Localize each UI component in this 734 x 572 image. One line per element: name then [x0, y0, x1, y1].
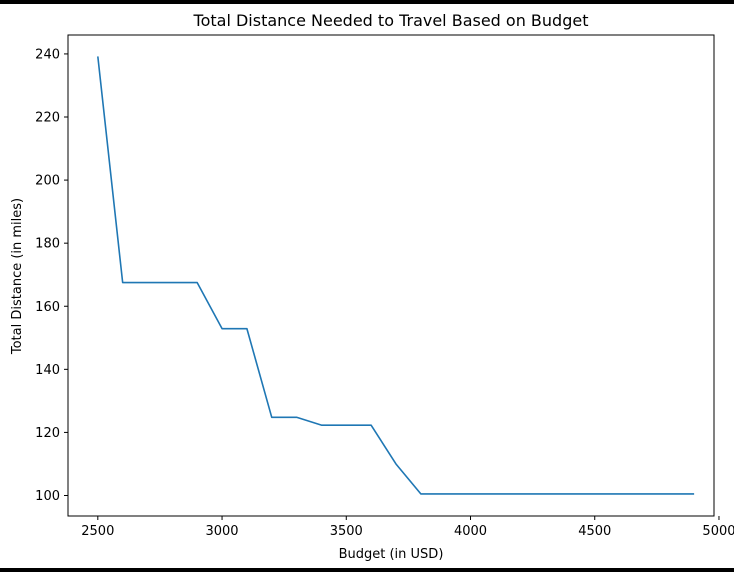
- series-layer: [97, 56, 695, 495]
- y-tick-label: 120: [35, 426, 60, 441]
- x-tick-label: 4000: [454, 524, 487, 539]
- y-axis: 100 120 140 160 180 200 220 240: [35, 47, 68, 504]
- x-tick-label: 5000: [702, 524, 734, 539]
- x-tick-label: 3500: [330, 524, 363, 539]
- plot-area: [67, 34, 715, 517]
- x-axis: 2500 3000 3500 4000 4500 5000: [81, 516, 734, 539]
- y-tick-label: 200: [35, 174, 60, 189]
- x-tick-label: 4500: [578, 524, 611, 539]
- y-tick-label: 160: [35, 300, 60, 315]
- y-tick-label: 180: [35, 237, 60, 252]
- y-tick-label: 240: [35, 47, 60, 62]
- x-axis-label: Budget (in USD): [339, 547, 444, 562]
- series-line: [97, 56, 695, 495]
- x-tick-label: 2500: [81, 524, 114, 539]
- y-axis-label: Total Distance (in miles): [10, 198, 25, 355]
- top-border: [0, 0, 734, 4]
- chart-title: Total Distance Needed to Travel Based on…: [193, 11, 589, 30]
- y-tick-label: 220: [35, 111, 60, 126]
- x-tick-label: 3000: [205, 524, 238, 539]
- y-tick-label: 140: [35, 363, 60, 378]
- y-tick-label: 100: [35, 489, 60, 504]
- bottom-border: [0, 568, 734, 572]
